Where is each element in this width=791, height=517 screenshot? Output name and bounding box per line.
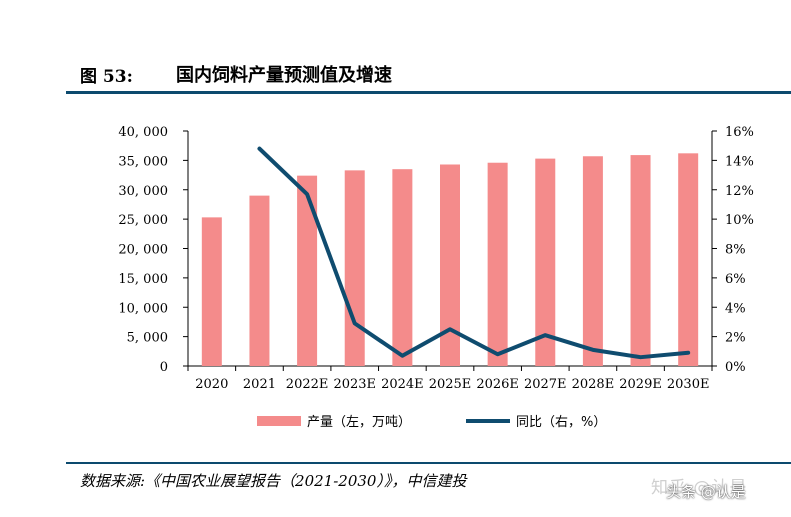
x-tick-label: 2028E <box>572 377 615 392</box>
left-tick-label: 20, 000 <box>118 243 168 258</box>
right-tick-label: 14% <box>725 154 754 169</box>
x-tick-label: 2024E <box>381 377 424 392</box>
bar <box>535 158 556 366</box>
bar <box>440 164 460 366</box>
legend-label-line: 同比（右，%） <box>516 415 606 430</box>
title-rule <box>66 91 791 94</box>
left-tick-label: 10, 000 <box>118 301 168 316</box>
watermark-zhihu: 知乎 @认是 <box>651 478 748 498</box>
source-note: 数据来源:《中国农业展望报告（2021-2030）》，中信建投 <box>80 472 467 490</box>
x-tick-label: 2022E <box>286 377 329 392</box>
legend-label-bar: 产量（左，万吨） <box>307 415 411 430</box>
bar <box>297 175 318 366</box>
left-axis: 0 5, 000 10, 000 15, 000 20, 000 25, 000 30, 0… <box>118 125 168 375</box>
x-tick-label: 2030E <box>667 377 710 392</box>
right-tick-label: 2% <box>725 331 746 346</box>
bar <box>201 217 222 366</box>
growth-line <box>257 146 691 360</box>
left-tick-label: 5, 000 <box>127 331 168 346</box>
left-tick-label: 30, 000 <box>118 184 168 199</box>
x-tick-label: 2023E <box>333 377 376 392</box>
left-tick-label: 0 <box>160 360 168 375</box>
right-tick-label: 12% <box>725 184 754 199</box>
x-tick-label: 2021 <box>243 377 276 392</box>
bar <box>630 155 651 366</box>
right-tick-label: 8% <box>725 243 746 258</box>
right-tick-label: 6% <box>725 272 746 287</box>
x-tick-label: 2026E <box>476 377 519 392</box>
x-axis-labels: 2020 2021 2022E 2023E 2024E 2025E 2026E 2027E 20… <box>195 377 709 392</box>
legend-swatch-bar <box>257 416 301 426</box>
x-tick-label: 2027E <box>524 377 567 392</box>
right-tick-label: 4% <box>725 301 746 316</box>
left-tick-label: 25, 000 <box>118 213 168 228</box>
source-rule <box>66 462 791 464</box>
bar <box>344 170 365 366</box>
x-tick-label: 2020 <box>195 377 228 392</box>
bar <box>678 153 699 366</box>
bar <box>392 169 413 366</box>
bar <box>487 162 508 366</box>
right-tick-label: 10% <box>725 213 754 228</box>
right-tick-label: 16% <box>725 125 754 140</box>
bar <box>582 156 603 366</box>
watermark-toutiao: 头条 @认是 <box>666 483 746 501</box>
x-tick-label: 2029E <box>619 377 662 392</box>
right-axis: 0% 2% 4% 6% 8% 10% 12% 14% 16% <box>725 125 754 375</box>
figure-label: 图 53: <box>80 67 133 87</box>
bar <box>249 195 270 366</box>
right-tick-label: 0% <box>725 360 746 375</box>
left-tick-label: 15, 000 <box>118 272 168 287</box>
figure-title: 国内饲料产量预测值及增速 <box>176 65 392 86</box>
left-tick-label: 40, 000 <box>118 125 168 140</box>
line-series <box>257 146 691 360</box>
legend: 产量（左，万吨） 同比（右，%） <box>257 415 606 430</box>
left-tick-label: 35, 000 <box>118 154 168 169</box>
bar-series <box>201 153 699 366</box>
x-tick-label: 2025E <box>429 377 472 392</box>
